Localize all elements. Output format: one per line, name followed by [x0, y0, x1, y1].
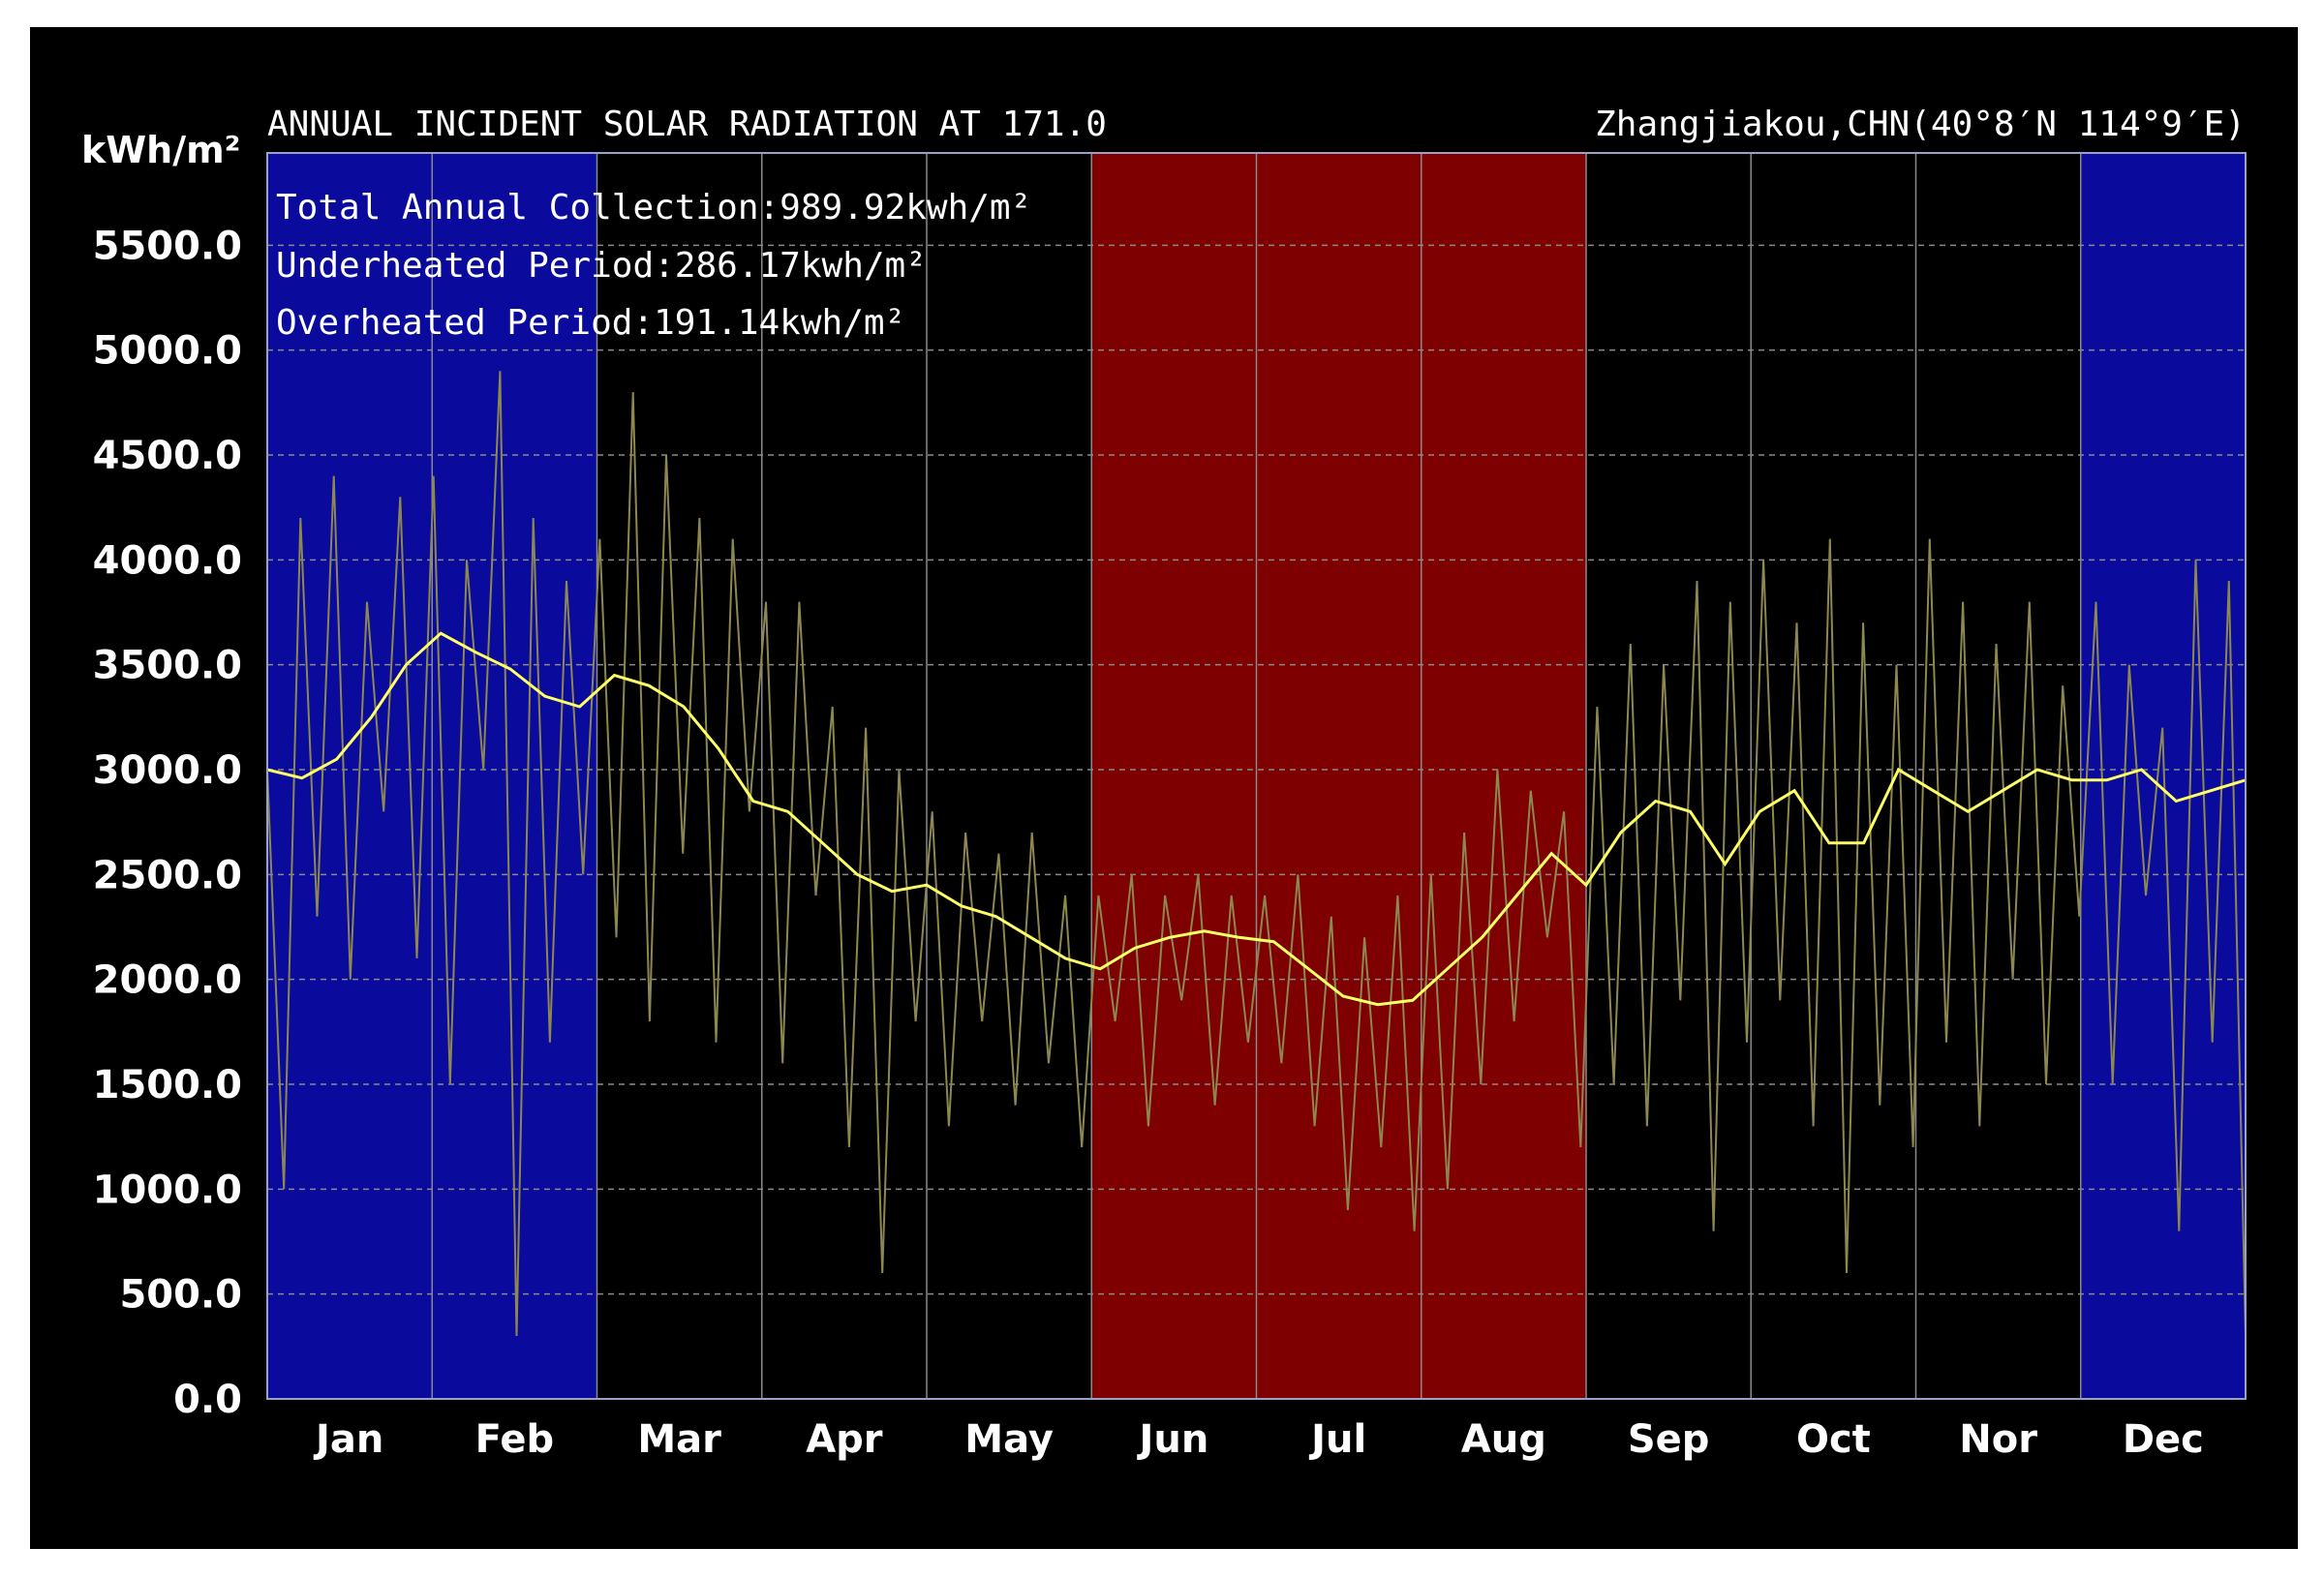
y-tick-label: 1000.0 — [93, 1168, 242, 1212]
x-tick-label: Jan — [313, 1417, 383, 1462]
y-tick-label: 500.0 — [119, 1273, 242, 1318]
y-tick-label: 5500.0 — [93, 224, 242, 268]
y-tick-label: 1500.0 — [93, 1063, 242, 1108]
location: Zhangjiakou,CHN(40°8′N 114°9′E) — [1595, 105, 2246, 144]
y-tick-label: 0.0 — [173, 1378, 242, 1422]
period-band — [1091, 153, 1257, 1399]
annotation: Overheated Period:191.14kwh/m² — [276, 303, 905, 343]
data-line — [266, 371, 2247, 1337]
period-band — [1256, 153, 1422, 1399]
period-band — [1751, 153, 1916, 1399]
x-tick-label: Feb — [475, 1417, 554, 1462]
y-tick-label: 4000.0 — [93, 538, 242, 583]
annotation: Underheated Period:286.17kwh/m² — [276, 246, 927, 286]
chart-title: ANNUAL INCIDENT SOLAR RADIATION AT 171.0 — [267, 105, 1107, 144]
y-tick-label: 2000.0 — [93, 958, 242, 1003]
x-tick-label: Nor — [1959, 1417, 2037, 1462]
y-tick-label: 2500.0 — [93, 853, 242, 897]
y-tick-label: 5000.0 — [93, 329, 242, 374]
x-tick-label: Aug — [1461, 1417, 1546, 1462]
data-line — [266, 631, 2247, 1007]
x-tick-label: May — [964, 1417, 1054, 1462]
y-tick-label: 3500.0 — [93, 644, 242, 688]
y-axis-label: kWh/m² — [81, 129, 240, 171]
x-tick-label: Sep — [1628, 1417, 1710, 1462]
x-tick-label: Jun — [1136, 1417, 1208, 1462]
x-tick-label: Oct — [1796, 1417, 1871, 1462]
x-tick-label: Apr — [806, 1417, 883, 1462]
period-band — [927, 153, 1092, 1399]
x-tick-label: Mar — [637, 1417, 721, 1462]
y-tick-label: 4500.0 — [93, 434, 242, 478]
period-band — [1421, 153, 1586, 1399]
x-tick-label: Dec — [2123, 1417, 2204, 1462]
x-tick-label: Jul — [1308, 1417, 1366, 1462]
annotation: Total Annual Collection:989.92kwh/m² — [276, 188, 1031, 228]
plot-border — [266, 152, 2247, 1400]
y-tick-label: 3000.0 — [93, 748, 242, 793]
